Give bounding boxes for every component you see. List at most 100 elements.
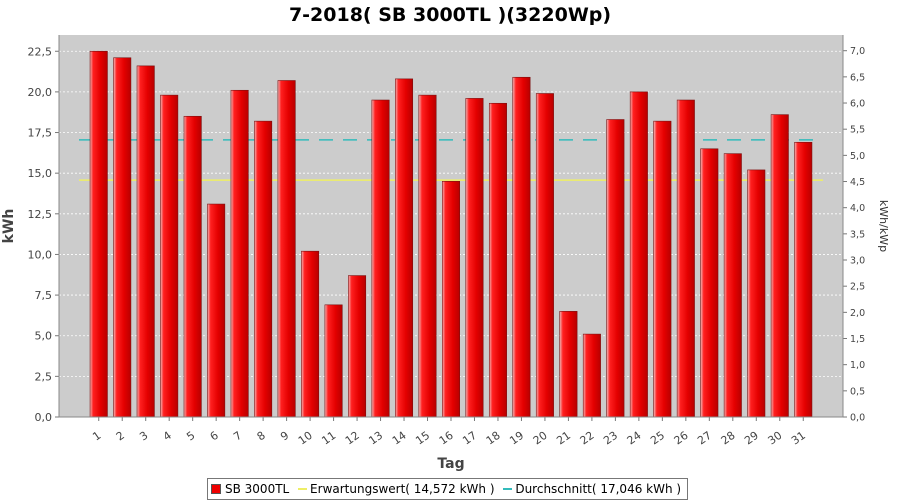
bar [723,153,742,418]
y2-tick-label: 0,0 [850,413,865,424]
x-tick-label: 29 [742,429,761,448]
y2-tick-label: 0,5 [850,386,865,397]
y2-tick-label: 5,5 [850,125,865,136]
bar [442,180,460,418]
y2-tick-label: 4,5 [850,177,865,188]
bar [395,78,414,418]
y2-tick-label: 2,0 [850,308,865,319]
bar [653,120,672,418]
y-tick-label: 17,5 [28,127,53,140]
x-tick-label: 22 [578,429,597,448]
bar [794,141,813,418]
bar [606,119,625,418]
legend-swatch-expected [298,488,308,490]
x-tick-label: 26 [672,429,691,448]
bar [629,91,648,418]
x-tick-label: 30 [766,429,785,448]
y-axis-label: kWh [1,209,17,244]
bar [512,76,531,418]
x-tick-label: 1 [90,429,103,444]
legend-swatch-average [503,488,513,490]
y-tick-label: 10,0 [28,248,53,261]
x-axis-ticks: 1 2 3 4 5 6 7 8 9 10 11 12 13 14 15 16 17 18 19 20 21 22 23 24 2… [90,417,808,447]
bar [348,275,367,418]
bar [89,50,108,418]
y-tick-label: 15,0 [28,167,53,180]
bar [160,94,179,418]
x-tick-label: 12 [343,429,362,448]
x-tick-label: 31 [789,429,808,448]
bar [371,99,390,418]
y-tick-label: 7,5 [35,289,53,302]
x-tick-label: 19 [507,429,526,448]
x-tick-label: 25 [648,429,667,448]
bar [113,57,132,418]
y2-tick-label: 1,0 [850,360,865,371]
legend-item-average: Durchschnitt( 17,046 kWh ) [498,481,681,497]
bar [207,203,226,418]
bar [488,102,507,418]
x-tick-label: 27 [695,429,714,448]
x-tick-label: 17 [460,429,479,448]
bar [277,80,296,418]
y2-tick-label: 3,5 [850,229,865,240]
bar [465,98,484,418]
x-tick-label: 8 [255,429,268,444]
y2-tick-label: 3,0 [850,256,865,267]
x-tick-label: 5 [184,429,197,444]
x-tick-label: 24 [625,429,644,448]
x-tick-label: 21 [554,429,573,448]
y-tick-label: 0,0 [35,411,53,424]
bar [183,115,202,418]
legend-item-series: SB 3000TL [211,481,289,497]
bar [770,114,789,418]
bar [676,99,695,418]
y-tick-label: 22,5 [28,45,53,58]
x-tick-label: 3 [137,429,150,444]
legend-item-expected: Erwartungswert( 14,572 kWh ) [293,481,495,497]
y2-tick-label: 5,0 [850,151,865,162]
bar [324,304,343,418]
x-tick-label: 20 [531,429,550,448]
bar [559,311,578,418]
y2-tick-label: 6,0 [850,99,865,110]
x-tick-label: 9 [278,429,291,444]
legend: SB 3000TL Erwartungswert( 14,572 kWh ) D… [207,478,689,500]
y2-axis-label: kWh/kWp [877,200,890,252]
axes [58,35,844,418]
legend-label-average: Durchschnitt( 17,046 kWh ) [515,481,682,496]
y2-tick-label: 4,0 [850,203,865,214]
y2-tick-label: 7,0 [850,46,865,57]
bar [700,148,719,418]
y2-tick-label: 6,5 [850,72,865,83]
x-tick-label: 14 [390,429,409,448]
y2-tick-label: 1,5 [850,334,865,345]
bar [301,250,320,418]
y-tick-label: 20,0 [28,86,53,99]
x-axis-label: Tag [437,456,464,472]
x-tick-label: 23 [601,429,620,448]
bar [230,89,249,418]
bar [747,169,766,418]
bar [418,94,437,418]
x-tick-label: 7 [231,429,244,444]
reference-lines [79,139,823,181]
bar [535,93,554,418]
legend-swatch-series [211,484,221,494]
bar [254,120,273,418]
x-tick-label: 13 [366,429,385,448]
x-tick-label: 15 [413,429,432,448]
bar [582,333,601,418]
x-tick-label: 10 [296,429,315,448]
y-tick-label: 2,5 [35,370,53,383]
x-tick-label: 28 [719,429,738,448]
y-axis-ticks: 0,0 2,5 5,0 7,5 10,0 12,5 15,0 17,5 20,0 22,5 [28,45,59,424]
chart-title: 7-2018( SB 3000TL )(3220Wp) [288,4,612,26]
bars [89,50,813,418]
x-tick-label: 16 [437,429,456,448]
x-tick-label: 18 [484,429,503,448]
x-tick-label: 4 [161,429,174,444]
y-tick-label: 12,5 [28,208,53,221]
x-tick-label: 2 [114,429,127,444]
